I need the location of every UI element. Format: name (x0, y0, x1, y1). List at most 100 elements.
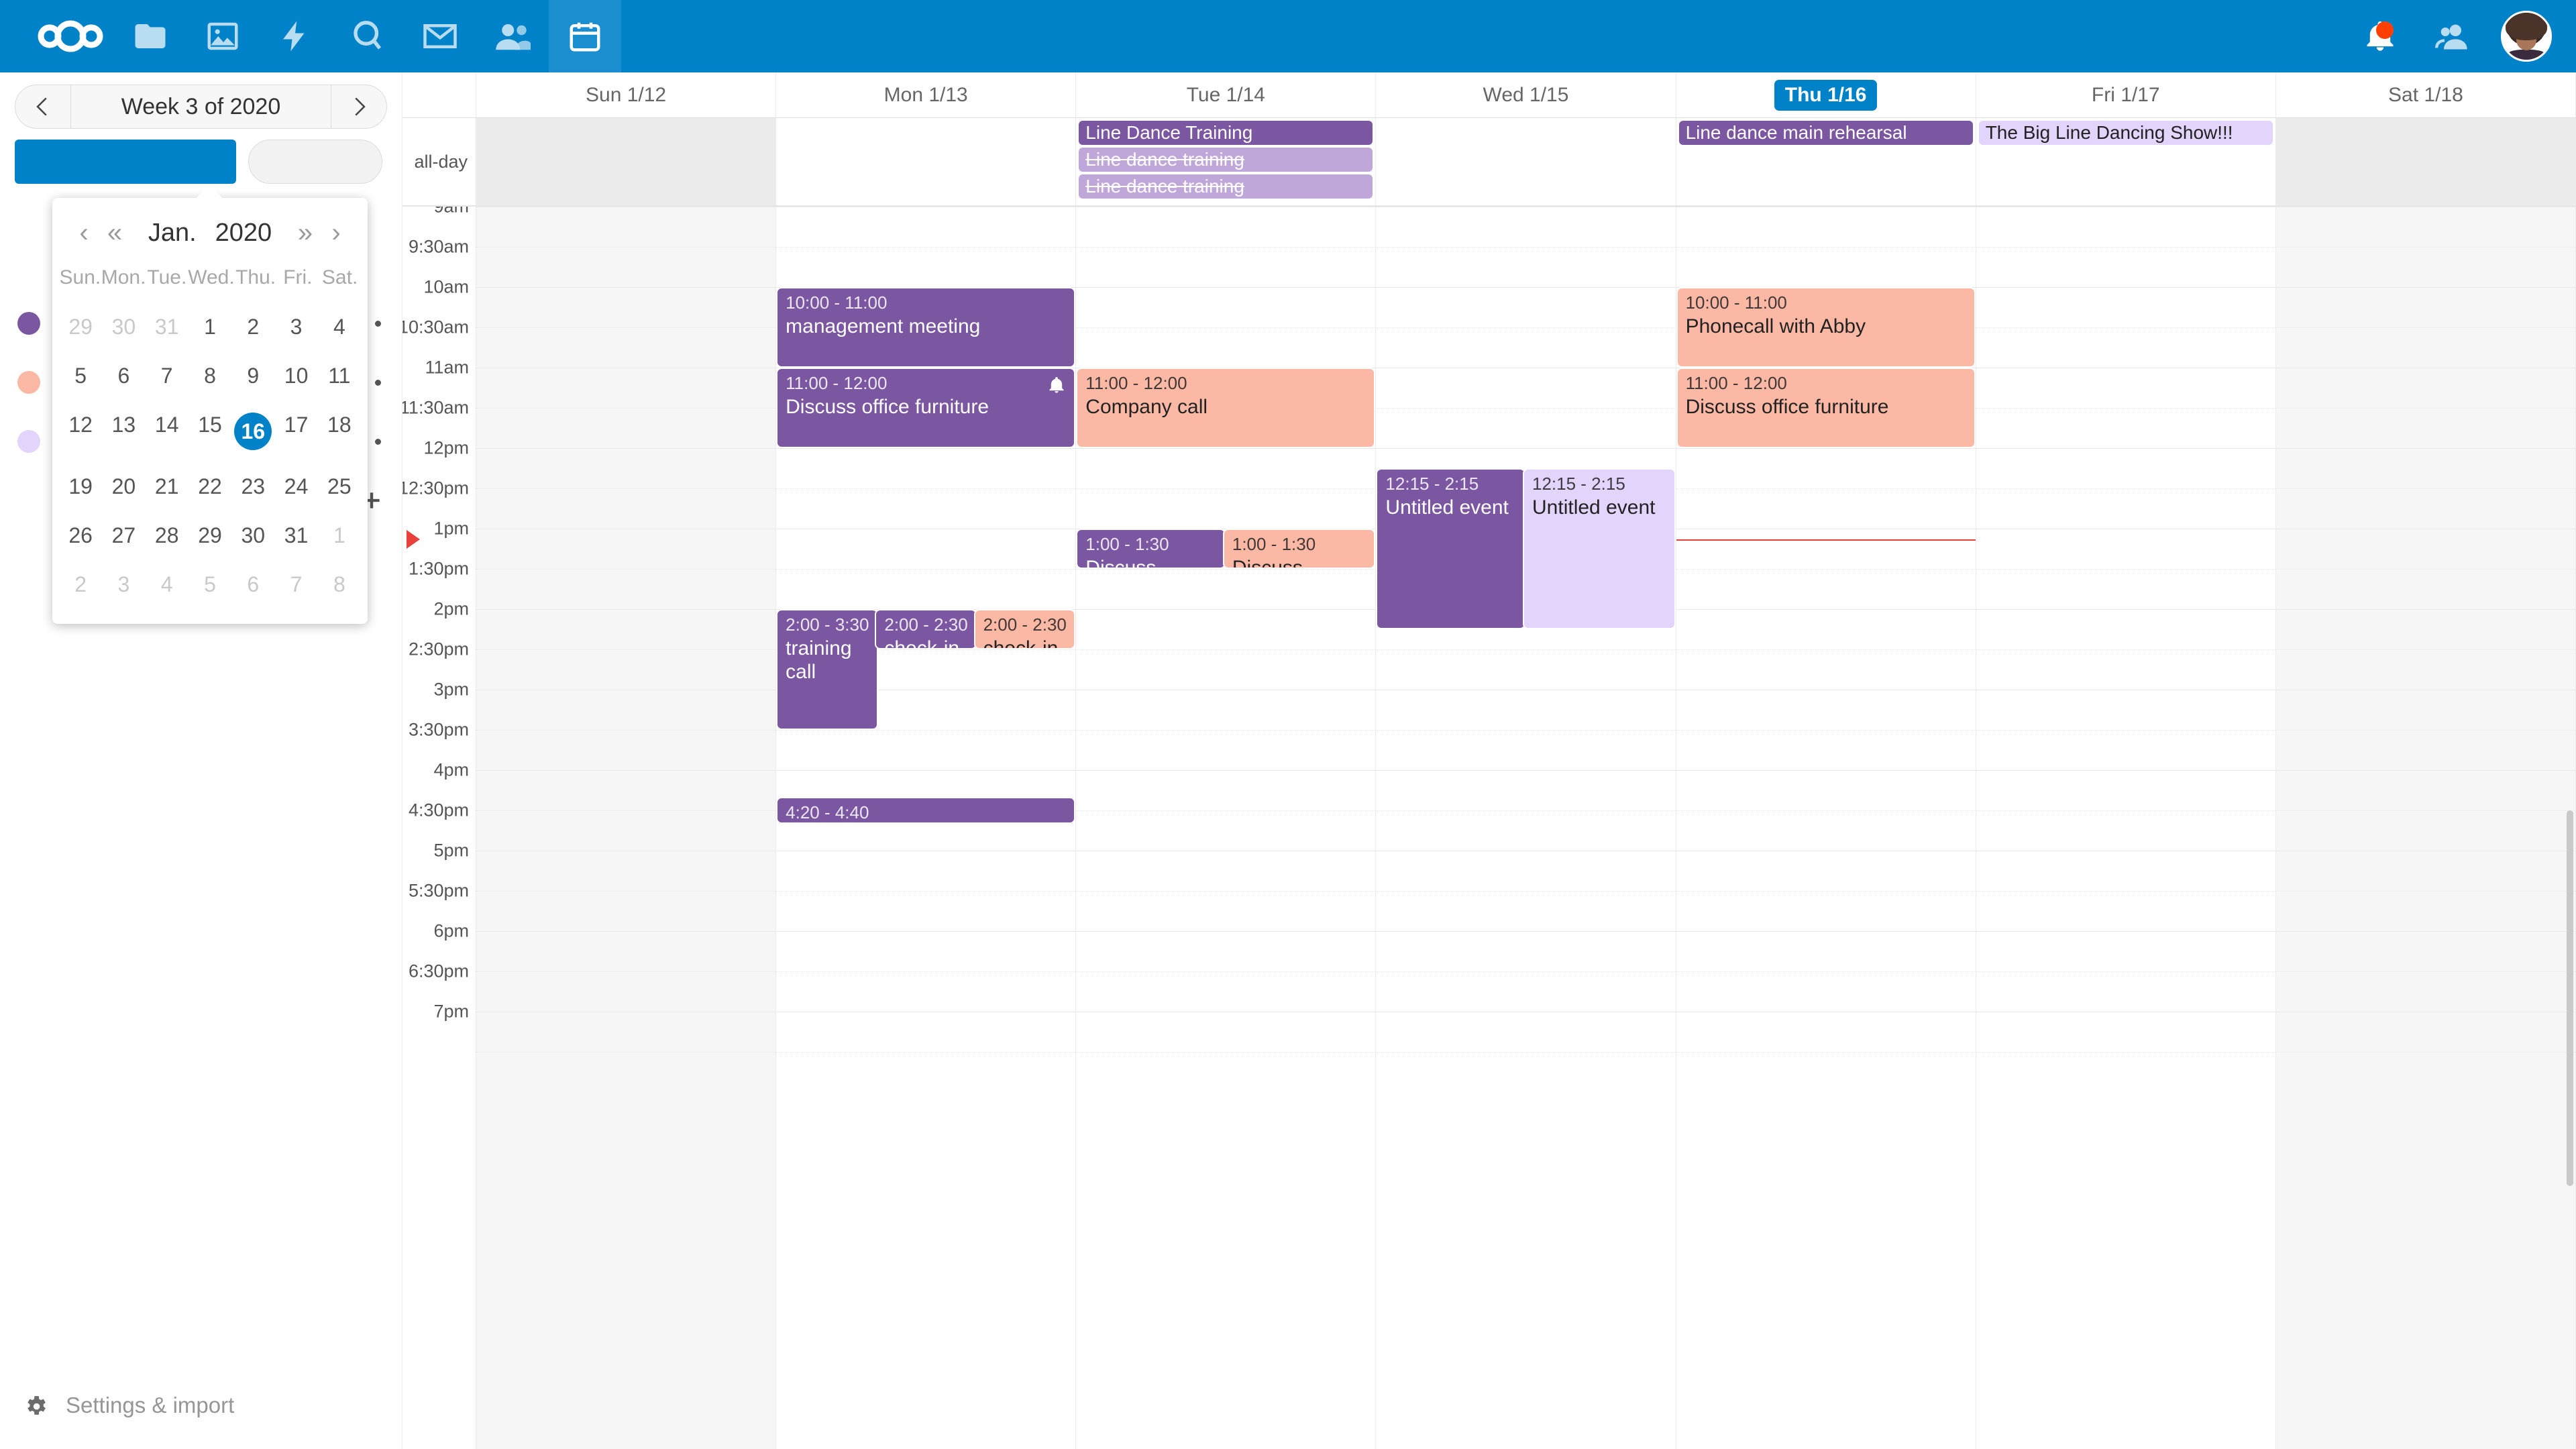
date-picker-day[interactable]: 28 (154, 523, 179, 547)
next-week-button[interactable] (331, 85, 386, 128)
time-grid-scroll[interactable]: 9am 9:30am 10am 10:30am 11am 11:30am 12pm 12:30… (402, 207, 2576, 1449)
date-picker-day[interactable]: 5 (74, 364, 87, 388)
all-day-cell[interactable] (2275, 118, 2576, 205)
all-day-event[interactable]: Line dance training (1079, 174, 1373, 199)
day-header-fri[interactable]: Fri 1/17 (1976, 72, 2276, 117)
date-picker-day[interactable]: 6 (247, 572, 260, 596)
date-picker-day[interactable]: 7 (160, 364, 173, 388)
day-column[interactable] (476, 207, 777, 1449)
day-header-tue[interactable]: Tue 1/14 (1076, 72, 1377, 117)
date-picker-day[interactable]: 8 (204, 364, 216, 388)
calendar-event[interactable]: 11:00 - 12:00 Company call (1076, 368, 1376, 448)
calendar-event[interactable]: 4:20 - 4:40purchasing dept conversation (776, 796, 1076, 824)
activity-icon[interactable] (259, 0, 331, 72)
search-icon[interactable] (331, 0, 404, 72)
all-day-event[interactable]: Line Dance Training (1079, 121, 1373, 145)
date-picker-day[interactable]: 11 (328, 364, 351, 388)
previous-year-button[interactable]: « (107, 217, 123, 248)
date-picker-day[interactable]: 30 (111, 315, 136, 339)
date-picker-day[interactable]: 7 (290, 572, 303, 596)
date-picker-day[interactable]: 20 (111, 474, 136, 498)
date-picker-day[interactable]: 14 (154, 413, 179, 437)
calendar-icon[interactable] (549, 0, 621, 72)
week-title[interactable]: Week 3 of 2020 (70, 85, 331, 128)
all-day-cell[interactable]: Line dance main rehearsal (1676, 118, 1976, 205)
mail-icon[interactable] (404, 0, 476, 72)
calendar-event[interactable]: 2:00 - 2:30 check-in (875, 609, 977, 649)
all-day-cell[interactable]: The Big Line Dancing Show!!! (1976, 118, 2276, 205)
day-header-mon[interactable]: Mon 1/13 (776, 72, 1077, 117)
day-header-wed[interactable]: Wed 1/15 (1376, 72, 1676, 117)
date-picker-day[interactable]: 2 (74, 572, 87, 596)
date-picker-day[interactable]: 29 (68, 315, 93, 339)
date-picker-day[interactable]: 31 (284, 523, 309, 547)
all-day-cell[interactable] (476, 118, 777, 205)
date-picker-day-selected[interactable]: 16 (231, 400, 274, 462)
day-column[interactable]: 10:00 - 11:00 Phonecall with Abby 11:00 - … (1676, 207, 1976, 1449)
calendar-event[interactable]: 11:00 - 12:00 Discuss office furniture (776, 368, 1076, 448)
avatar[interactable] (2501, 11, 2552, 62)
date-picker-day[interactable]: 9 (247, 364, 260, 388)
all-day-cell[interactable]: Line Dance Training Line dance training Li… (1076, 118, 1377, 205)
previous-week-button[interactable] (15, 85, 70, 128)
date-picker-day[interactable]: 29 (198, 523, 222, 547)
all-day-cell[interactable] (776, 118, 1077, 205)
photos-icon[interactable] (186, 0, 259, 72)
date-picker-day[interactable]: 23 (241, 474, 266, 498)
calendar-event[interactable]: 10:00 - 11:00 Phonecall with Abby (1676, 287, 1976, 368)
all-day-cell[interactable] (1376, 118, 1676, 205)
date-picker-day[interactable]: 26 (68, 523, 93, 547)
date-picker-year[interactable]: 2020 (215, 218, 272, 247)
date-picker-day[interactable]: 31 (154, 315, 179, 339)
files-icon[interactable] (114, 0, 186, 72)
all-day-event[interactable]: Line dance training (1079, 148, 1373, 172)
date-picker-day[interactable]: 30 (241, 523, 266, 547)
calendar-event[interactable]: 12:15 - 2:15 Untitled event (1523, 468, 1676, 629)
day-header-sat[interactable]: Sat 1/18 (2276, 72, 2576, 117)
date-picker-day[interactable]: 12 (68, 413, 93, 437)
date-picker-day[interactable]: 8 (333, 572, 345, 596)
day-column[interactable] (1976, 207, 2276, 1449)
calendar-event[interactable]: 10:00 - 11:00 management meeting (776, 287, 1076, 368)
next-year-button[interactable]: » (297, 217, 313, 248)
today-button[interactable] (15, 140, 236, 184)
date-picker-day[interactable]: 22 (198, 474, 222, 498)
date-picker-day[interactable]: 17 (284, 413, 309, 437)
date-picker-day[interactable]: 3 (290, 315, 303, 339)
day-column[interactable]: 10:00 - 11:00 management meeting 11:00 - 1… (776, 207, 1077, 1449)
previous-month-button[interactable]: ‹ (79, 217, 89, 248)
day-header-thu[interactable]: Thu 1/16 (1676, 72, 1976, 117)
all-day-event[interactable]: The Big Line Dancing Show!!! (1978, 121, 2273, 145)
calendar-event[interactable]: 12:15 - 2:15 Untitled event (1376, 468, 1526, 629)
date-picker-day[interactable]: 3 (117, 572, 130, 596)
date-picker-day[interactable]: 13 (111, 413, 136, 437)
date-picker-day[interactable]: 2 (247, 315, 260, 339)
view-selector[interactable] (248, 140, 382, 184)
date-picker-day[interactable]: 5 (204, 572, 216, 596)
calendar-event[interactable]: 1:00 - 1:30 Discuss project announcement (1222, 529, 1376, 569)
day-column[interactable]: 12:15 - 2:15 Untitled event 12:15 - 2:15 Un… (1376, 207, 1676, 1449)
date-picker-day[interactable]: 4 (160, 572, 173, 596)
all-day-event[interactable]: Line dance main rehearsal (1678, 121, 1973, 145)
date-picker-day[interactable]: 19 (68, 474, 93, 498)
date-picker-day[interactable]: 15 (198, 413, 222, 437)
nextcloud-logo[interactable] (27, 20, 114, 52)
date-picker-day[interactable]: 21 (154, 474, 179, 498)
day-column[interactable]: 11:00 - 12:00 Company call 1:00 - 1:30 Disc… (1076, 207, 1377, 1449)
vertical-scrollbar[interactable] (2567, 810, 2573, 1186)
calendar-event[interactable]: 1:00 - 1:30 Discuss project announcement (1076, 529, 1226, 569)
date-picker-month[interactable]: Jan. (148, 218, 197, 247)
date-picker-day[interactable]: 18 (327, 413, 352, 437)
day-header-sun[interactable]: Sun 1/12 (476, 72, 777, 117)
calendar-event[interactable]: 11:00 - 12:00 Discuss office furniture (1676, 368, 1976, 448)
date-picker-day[interactable]: 4 (333, 315, 345, 339)
notifications-button[interactable] (2344, 0, 2416, 72)
calendar-event[interactable]: 2:00 - 2:30 check-in (973, 609, 1076, 649)
settings-and-import-button[interactable]: Settings & import (0, 1382, 402, 1429)
date-picker-day[interactable]: 10 (284, 364, 309, 388)
contacts-menu-icon[interactable] (2416, 0, 2489, 72)
day-column[interactable] (2275, 207, 2576, 1449)
date-picker-day[interactable]: 6 (117, 364, 130, 388)
next-month-button[interactable]: › (331, 217, 341, 248)
date-picker-day[interactable]: 1 (333, 523, 345, 547)
